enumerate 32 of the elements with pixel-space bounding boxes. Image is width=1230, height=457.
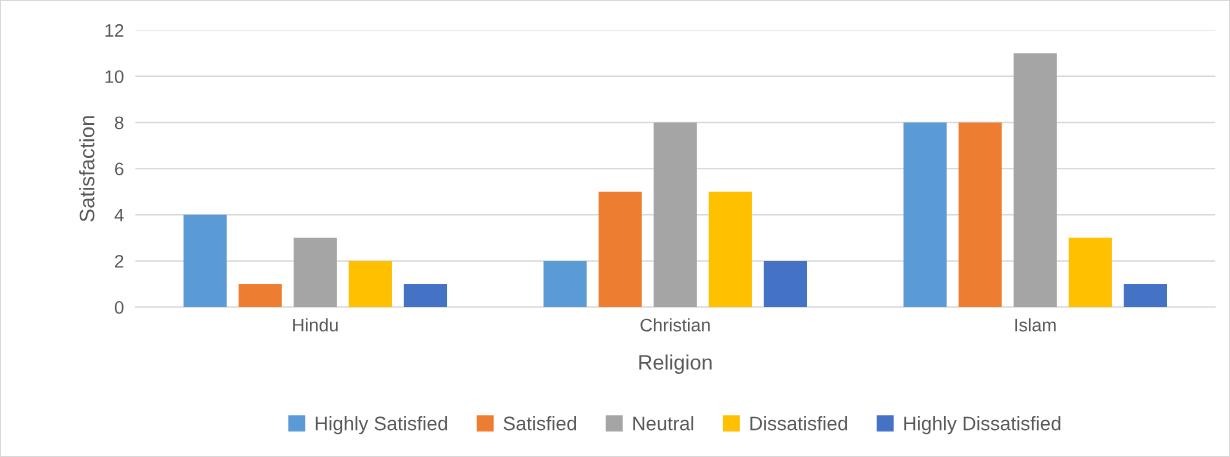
- y-tick-label: 12: [105, 24, 124, 37]
- legend-label: Dissatisfied: [750, 416, 848, 431]
- legend-label: Highly Satisfied: [315, 416, 448, 435]
- bar: [763, 260, 808, 308]
- y-tick-label: 10: [105, 70, 124, 84]
- x-tick-label: Islam: [1015, 318, 1056, 332]
- y-axis-title: Satisfaction: [79, 116, 95, 222]
- y-tick-label: 0: [114, 301, 124, 314]
- bar: [183, 214, 227, 308]
- bar: [1123, 284, 1167, 308]
- bar: [903, 122, 947, 308]
- bar: [543, 260, 587, 308]
- y-tick-label: 2: [115, 254, 124, 268]
- bar: [403, 284, 448, 308]
- x-axis-title: Religion: [639, 354, 712, 374]
- bar: [293, 237, 337, 308]
- bar: [348, 260, 392, 308]
- bar: [653, 122, 697, 308]
- y-tick-label: 6: [115, 162, 124, 176]
- bar: [598, 191, 642, 308]
- legend-label: Neutral: [633, 416, 694, 431]
- x-tick-label: Hindu: [293, 318, 338, 332]
- x-tick-label: Christian: [640, 318, 710, 332]
- bar: [708, 191, 752, 308]
- bar: [238, 284, 282, 308]
- legend-label: Satisfied: [503, 416, 577, 431]
- bar: [1068, 237, 1112, 308]
- y-tick-label: 8: [114, 116, 124, 130]
- bar: [1013, 53, 1057, 308]
- bar: [958, 122, 1002, 308]
- legend-label: Highly Dissatisfied: [904, 416, 1061, 435]
- y-tick-label: 4: [114, 208, 124, 222]
